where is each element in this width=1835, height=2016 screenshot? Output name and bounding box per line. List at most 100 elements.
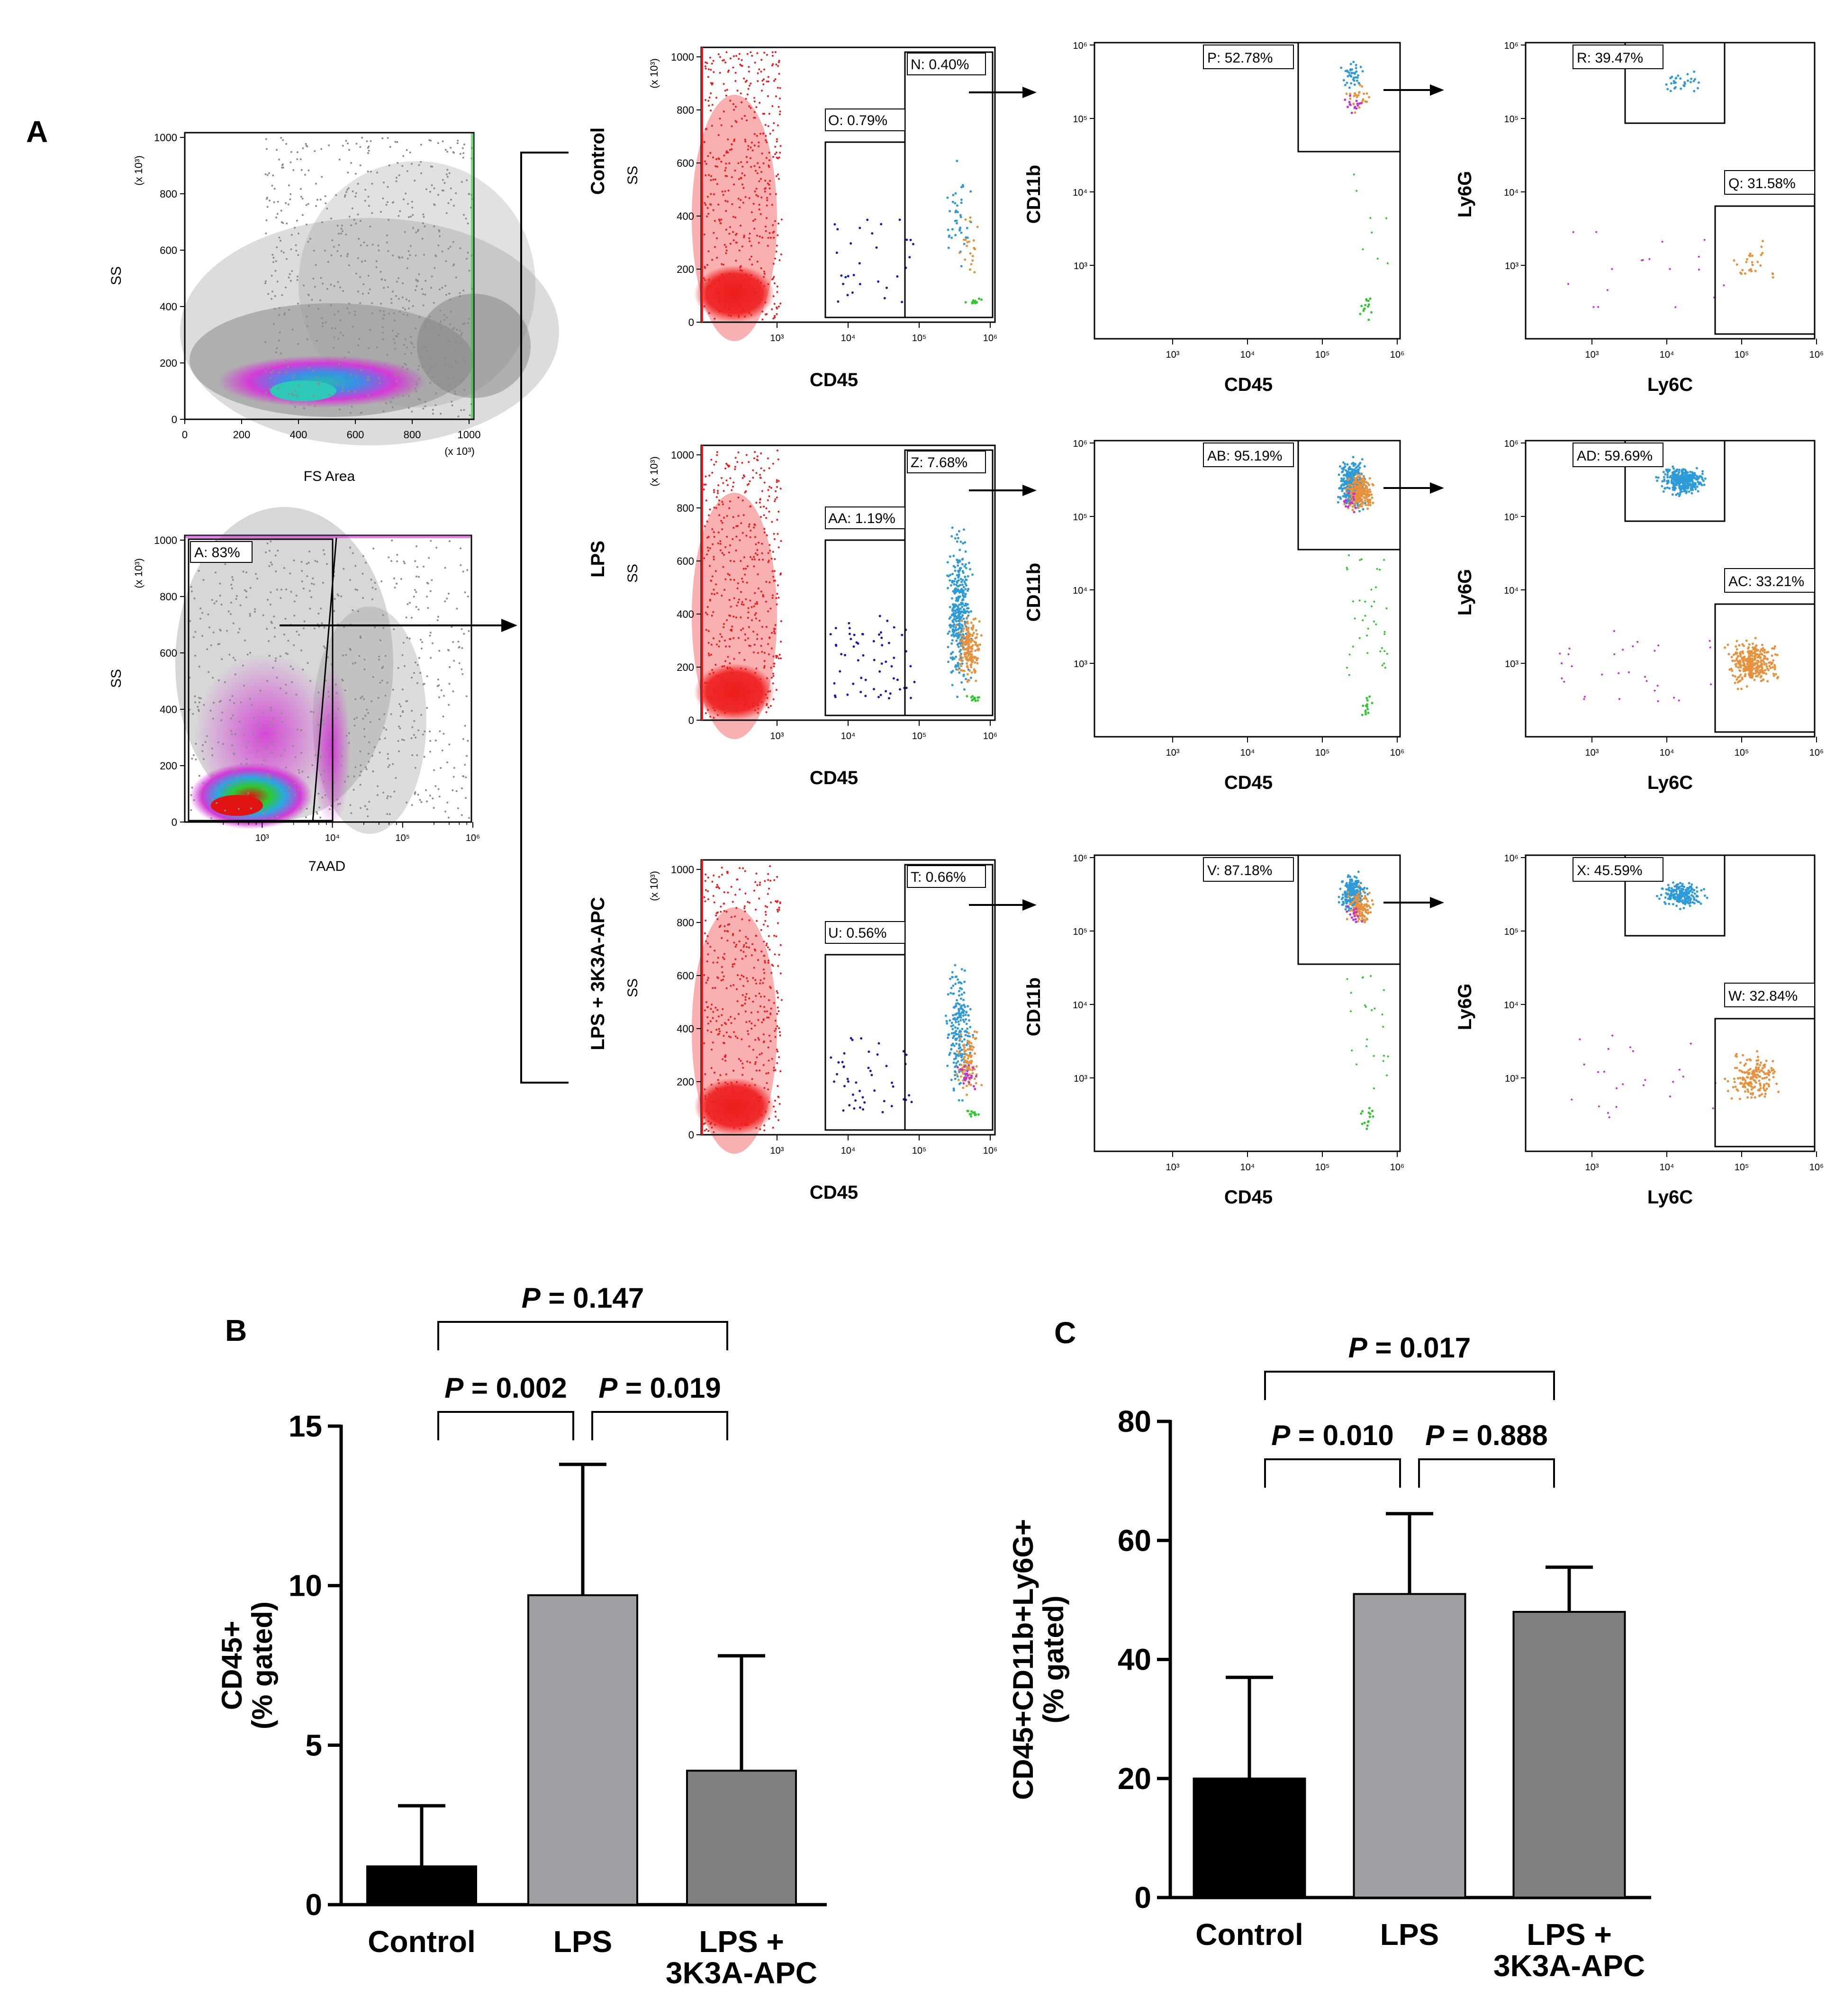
- axis-xlabel: CD45: [810, 1182, 858, 1203]
- fs-ss-y-tick-label: 400: [160, 301, 177, 313]
- category-label: 3K3A-APC: [666, 1956, 817, 1990]
- plot-ly6g-ly6c: R: 39.47% Q: 31.58% 10⁶ 10⁵ 10⁴ 10³ 10³ 10⁴ 10⁵ 1…: [1455, 41, 1824, 395]
- ss-tick-label: 200: [677, 1076, 694, 1088]
- axis-ylabel: SS: [625, 978, 641, 997]
- plot-fs-ss: 0 200 400 600 800 1000 0 200 400 600 800 1000 (x 1…: [108, 132, 559, 484]
- y-tick-label: 60: [1118, 1523, 1151, 1557]
- bar-lps: [1353, 1593, 1466, 1898]
- gate-label-box: [1573, 857, 1663, 882]
- fs-ss-y-tick-label: 800: [160, 188, 177, 200]
- gate-lower: [1714, 205, 1816, 335]
- gate-label: V: 87.18%: [1207, 863, 1272, 878]
- ly6g-tick-label: 10⁶: [1504, 439, 1519, 449]
- aad-ss-y-tick-label: 600: [160, 647, 177, 659]
- cd45-tick-label: 10³: [770, 731, 784, 741]
- bar-chart-cd45-cd11b-ly6g: 0 20 40 60 80 CD45+CD11b+Ly6G+(% gated) Contro…: [1007, 1332, 1651, 1983]
- gate-label: AD: 59.69%: [1577, 448, 1653, 464]
- significance-bracket: [437, 1321, 728, 1350]
- fs-ss-y-tick-label: 200: [160, 357, 177, 369]
- ss-tick-label: 400: [677, 1023, 694, 1035]
- density-fs-ss: [180, 136, 559, 445]
- gate-label-box: [1203, 857, 1294, 882]
- scatter-events-green: [1360, 1107, 1374, 1130]
- y-tick-label: 20: [1118, 1762, 1151, 1796]
- gate-arrow-head: [1022, 899, 1037, 911]
- gate-label-box: [825, 921, 905, 944]
- cd45-tick-label: 10⁶: [983, 333, 997, 344]
- gate-inner: [824, 954, 906, 1131]
- gate-label-box: [907, 53, 986, 75]
- cd45-tick-label: 10³: [1166, 748, 1180, 758]
- gate-label-box: [1573, 443, 1663, 467]
- ly6c-tick-label: 10⁵: [1735, 350, 1749, 360]
- scatter-events-magenta: [1346, 905, 1364, 923]
- scatter-events-orange: [1346, 884, 1374, 923]
- aad-ss-y-tick-label: 800: [160, 591, 177, 603]
- ss-tick-label: 400: [677, 210, 694, 222]
- scatter-events-gray: [264, 136, 473, 417]
- gate-inner: [824, 141, 906, 318]
- fs-ss-x-tick-label: 200: [233, 429, 251, 441]
- cd45-tick-label: 10⁴: [841, 333, 856, 344]
- cd11b-tick-label: 10³: [1074, 1074, 1087, 1084]
- gate-label: Z: 7.68%: [911, 455, 967, 470]
- gate-arrow-head: [1430, 84, 1444, 96]
- ss-tick-label: 0: [688, 1129, 694, 1141]
- gate-a: [188, 538, 334, 822]
- plot-frame: [1094, 42, 1401, 340]
- y-tick-label: 5: [305, 1728, 322, 1762]
- ly6c-tick-label: 10⁴: [1660, 350, 1674, 360]
- ly6c-tick-label: 10⁴: [1660, 1162, 1674, 1173]
- category-label: Control: [368, 1925, 476, 1959]
- gate-label: Q: 31.58%: [1728, 176, 1796, 191]
- scatter-events-sparse: [1353, 173, 1389, 264]
- aad-ss-xaxis: 10³ 10⁴ 10⁵ 10⁶: [223, 822, 480, 843]
- bar-control: [1193, 1777, 1306, 1898]
- scatter-events-red: [703, 865, 783, 1133]
- condition-label: Control: [588, 127, 608, 195]
- axis-xlabel: CD45: [810, 370, 858, 390]
- cd45-tick-label: 10⁴: [841, 1146, 856, 1156]
- aad-ss-yaxis: 0 200 400 600 800 1000: [154, 534, 185, 828]
- scatter-events-magenta: [1344, 94, 1363, 114]
- bar-control: [366, 1865, 477, 1906]
- aad-ss-y-tick-label: 1000: [154, 534, 177, 546]
- axis-ylabel: CD11b: [1023, 165, 1044, 224]
- scatter-events-sparse: [1346, 975, 1389, 1090]
- gate-inner: [824, 539, 906, 716]
- gate-label-box: [1724, 568, 1815, 593]
- axis-xlabel: Ly6C: [1647, 772, 1693, 793]
- ly6g-tick-label: 10⁴: [1504, 1000, 1519, 1011]
- flow-row-lps: LPS Z: 7.68% AA: 1.19% 0 200 400 600 800 1000 (x …: [588, 439, 1824, 793]
- y-tick-label: 40: [1118, 1643, 1151, 1677]
- condition-label: LPS + 3K3A-APC: [588, 897, 608, 1050]
- panel-label-b: B: [225, 1313, 247, 1347]
- fs-ss-x-tick-label: 600: [347, 429, 364, 441]
- cd45-tick-label: 10⁴: [1240, 748, 1255, 758]
- cd45-tick-label: 10³: [1166, 350, 1180, 360]
- ly6c-tick-label: 10⁵: [1735, 1162, 1749, 1173]
- y-tick-label: 10: [289, 1569, 322, 1603]
- ly6g-tick-label: 10⁵: [1504, 927, 1519, 937]
- y-axis-label: CD45+CD11b+Ly6G+(% gated): [1007, 1519, 1069, 1800]
- aad-ss-ylabel: SS: [108, 669, 124, 688]
- p-value-label: P = 0.147: [522, 1282, 644, 1314]
- fs-ss-x-tick-label: 800: [404, 429, 421, 441]
- cd45-tick-label: 10⁶: [1390, 748, 1404, 758]
- plot-ly6g-ly6c: AD: 59.69% AC: 33.21% 10⁶ 10⁵ 10⁴ 10³ 10³ 10⁴ 10…: [1455, 439, 1824, 793]
- ly6g-tick-label: 10⁴: [1504, 188, 1519, 198]
- y-axis-label-line: (% gated): [246, 1601, 278, 1729]
- scatter-events-orange: [958, 216, 979, 274]
- cd45-tick-label: 10⁶: [983, 1146, 997, 1156]
- significance-bracket: [591, 1411, 728, 1440]
- aad-ss-x-tick-label: 10⁵: [396, 833, 410, 843]
- plot-cd11b-cd45: P: 52.78% 10⁶ 10⁵ 10⁴ 10³ 10³ 10⁴ 10⁵ 10⁶ CD11b CD…: [1023, 41, 1444, 395]
- plot-cd11b-cd45: AB: 95.19% 10⁶ 10⁵ 10⁴ 10³ 10³ 10⁴ 10⁵ 10⁶ CD11b C…: [1023, 439, 1444, 793]
- fs-ss-xaxis: 0 200 400 600 800 1000: [182, 419, 480, 441]
- axis-xlabel: Ly6C: [1647, 374, 1693, 395]
- fs-ss-xunit: (x 10³): [444, 445, 475, 457]
- scatter-events-magenta: [1559, 630, 1712, 702]
- gate-label-box: [825, 108, 905, 131]
- scatter-events-orange: [1724, 1050, 1780, 1100]
- cd45-tick-label: 10³: [1166, 1162, 1180, 1173]
